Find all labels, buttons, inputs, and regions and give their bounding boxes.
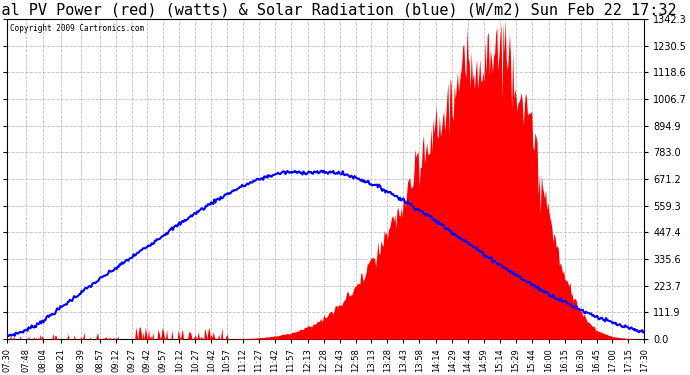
Text: Copyright 2009 Cartronics.com: Copyright 2009 Cartronics.com: [10, 24, 145, 33]
Title: Total PV Power (red) (watts) & Solar Radiation (blue) (W/m2) Sun Feb 22 17:32: Total PV Power (red) (watts) & Solar Rad…: [0, 3, 677, 18]
